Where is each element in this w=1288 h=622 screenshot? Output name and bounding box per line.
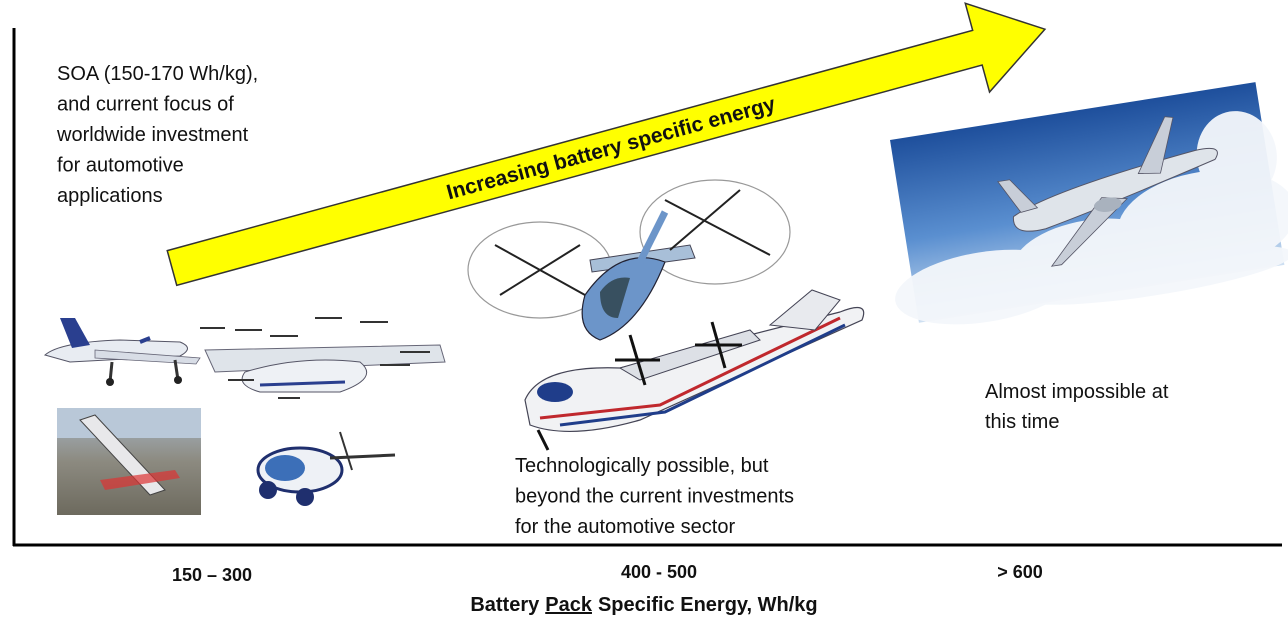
note-text: SOA (150-170 Wh/kg), and current focus of… (56, 63, 258, 207)
note-line: for the automotive sector (515, 516, 735, 538)
note-line: SOA (150-170 Wh/kg), (57, 63, 258, 85)
x-tick-label: > 600 (997, 562, 1043, 582)
small-plane-illustration (45, 318, 200, 386)
x-tick-label: 150 – 300 (172, 565, 252, 585)
x-axis-title: Battery Pack Specific Energy, Wh/kg (0, 594, 1288, 617)
note-line: applications (57, 185, 163, 207)
diagram: Increasing battery specific energy (0, 0, 1288, 622)
arrow-label: Increasing battery specific energy (444, 92, 778, 204)
note-line: for automotive (57, 155, 184, 177)
note-line: worldwide investment (56, 124, 249, 146)
note-line: and current focus of (57, 94, 234, 116)
future-aircraft-photo (870, 79, 1288, 336)
tiltrotor-illustration (468, 180, 790, 340)
turboprop-illustration (525, 290, 864, 450)
note-text: Technologically possible, but beyond the … (515, 455, 794, 538)
page: {"arrow": {"label": "Increasing battery … (0, 0, 1288, 622)
axis-title-part: Battery (470, 594, 539, 617)
vtol-illustration (200, 318, 445, 398)
note-line: Almost impossible at (985, 381, 1169, 403)
axis-title-part: Pack (545, 594, 592, 617)
note-line: Technologically possible, but (515, 455, 769, 477)
note-text: Almost impossible at this time (985, 381, 1169, 433)
note-line: this time (985, 411, 1059, 433)
air-taxi-illustration (258, 432, 395, 506)
city-photo (57, 408, 201, 515)
x-tick-label: 400 - 500 (621, 562, 697, 582)
axis-title-part: Specific Energy, Wh/kg (598, 594, 818, 617)
note-line: beyond the current investments (515, 486, 794, 508)
